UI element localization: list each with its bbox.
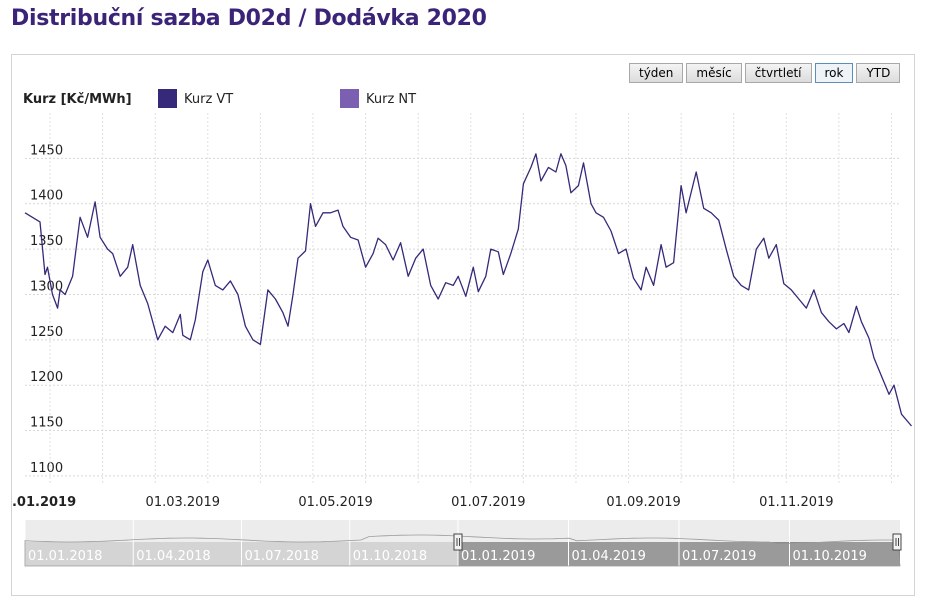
navigator-label: 01.01.2018	[28, 549, 102, 564]
navigator-label: 01.04.2018	[136, 549, 210, 564]
legend-label-vt[interactable]: Kurz VT	[184, 92, 233, 107]
chart-panel: Kurz [Kč/MWh] Kurz VT Kurz NT 1100 1150 1200 1…	[11, 54, 915, 596]
legend-swatch-vt[interactable]	[158, 89, 177, 108]
navigator-label: 01.04.2019	[572, 549, 646, 564]
range-button-čtvrtletí[interactable]: čtvrtletí	[744, 63, 812, 83]
navigator-band	[241, 542, 350, 566]
x-tick-label: 01.11.2019	[759, 495, 833, 510]
x-tick-label: 01.07.2019	[451, 495, 525, 510]
navigator-label: 01.10.2019	[793, 549, 867, 564]
page-title: Distribuční sazba D02d / Dodávka 2020	[11, 6, 487, 31]
x-tick-label: 01.05.2019	[298, 495, 372, 510]
y-tick-label: 1250	[30, 325, 63, 340]
navigator-label: 01.07.2018	[245, 549, 319, 564]
range-button-týden[interactable]: týden	[629, 63, 684, 83]
x-tick-label: 01.03.2019	[146, 495, 220, 510]
y-tick-label: 1350	[30, 234, 63, 249]
navigator-band	[568, 542, 679, 566]
navigator-band	[458, 542, 569, 566]
navigator-band	[25, 542, 134, 566]
y-tick-label: 1400	[30, 189, 63, 204]
y-tick-label: 1450	[30, 143, 63, 158]
range-button-měsíc[interactable]: měsíc	[686, 63, 742, 83]
range-button-rok[interactable]: rok	[814, 63, 854, 83]
legend-swatch-nt[interactable]	[340, 89, 359, 108]
legend-label-nt[interactable]: Kurz NT	[366, 92, 416, 107]
y-tick-label: 1150	[30, 416, 63, 431]
series-line-kurz-vt[interactable]	[24, 153, 912, 427]
navigator-label: 01.10.2018	[353, 549, 427, 564]
navigator-right-handle[interactable]	[892, 533, 902, 551]
navigator-band	[349, 542, 458, 566]
y-tick-label: 1200	[30, 370, 63, 385]
x-tick-label: 01.09.2019	[606, 495, 680, 510]
range-selector: týden měsíc čtvrtletí rok YTD	[629, 63, 901, 83]
x-tick-label: 01.01.2019	[12, 495, 76, 510]
y-tick-label: 1300	[30, 279, 63, 294]
navigator-label: 01.07.2019	[682, 549, 756, 564]
range-button-YTD[interactable]: YTD	[856, 63, 901, 83]
y-tick-label: 1100	[30, 461, 63, 476]
navigator-band	[679, 542, 790, 566]
navigator-band	[133, 542, 242, 566]
price-chart: Kurz [Kč/MWh] Kurz VT Kurz NT 1100 1150 1200 1…	[12, 89, 912, 567]
y-axis-label: Kurz [Kč/MWh]	[23, 92, 132, 107]
navigator-left-handle[interactable]	[453, 533, 463, 551]
navigator-band	[789, 542, 900, 566]
navigator-label: 01.01.2019	[461, 549, 535, 564]
